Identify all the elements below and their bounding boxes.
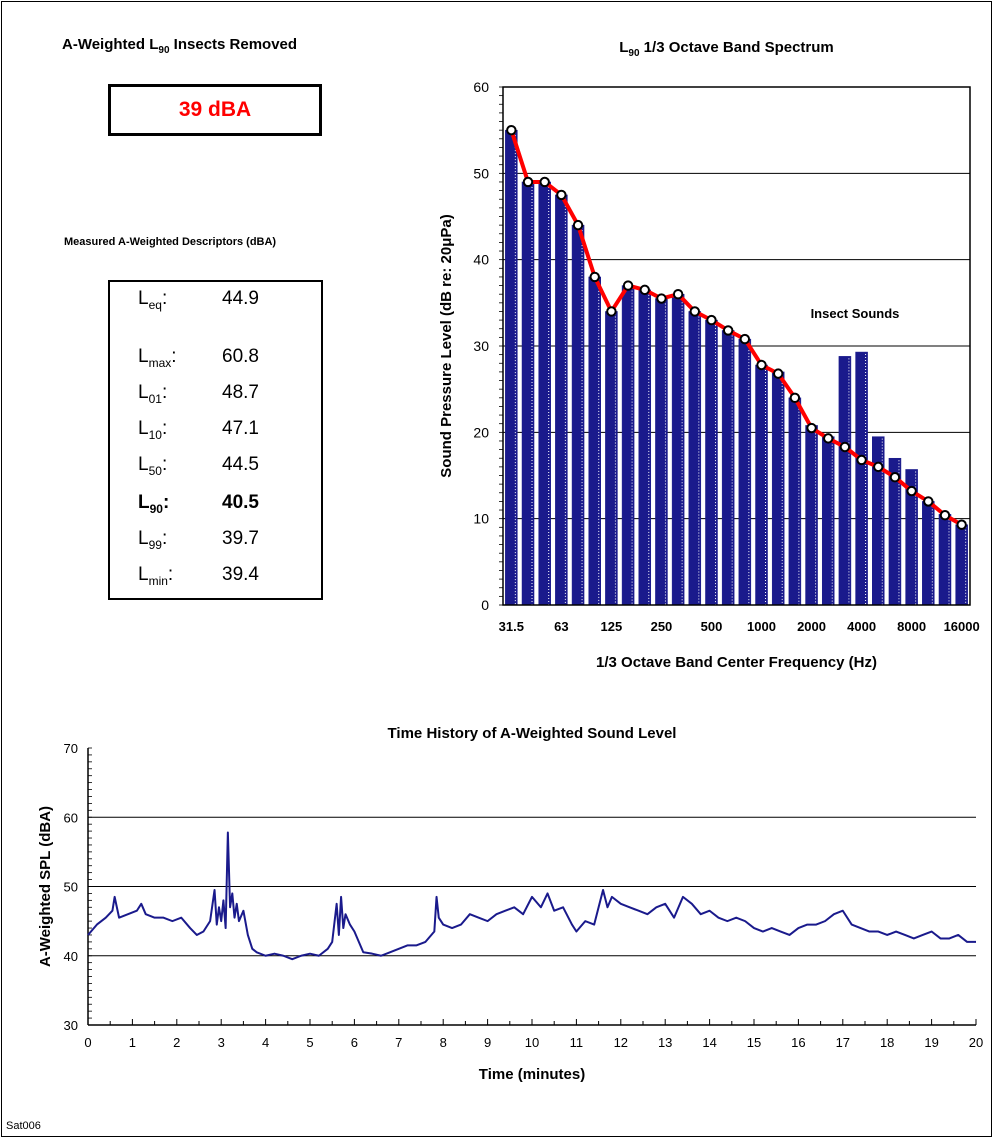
spectrum-marker — [772, 368, 784, 379]
spectrum-marker — [756, 359, 767, 371]
descriptor-label: Leq: — [138, 288, 168, 312]
descriptor-value: 39.4 — [222, 564, 259, 585]
spectrum-y-tick-label: 50 — [473, 165, 489, 181]
spectrum-marker — [722, 325, 734, 336]
descriptor-value: 44.5 — [222, 454, 259, 475]
spectrum-marker — [589, 271, 600, 283]
descriptor-value: 47.1 — [222, 418, 259, 439]
spectrum-marker — [539, 176, 550, 188]
spectrum-marker — [556, 189, 567, 201]
spectrum-marker — [506, 124, 517, 136]
spectrum-x-tick-label: 31.5 — [499, 619, 524, 634]
spectrum-marker — [806, 422, 817, 434]
spectrum-x-axis-label: 1/3 Octave Band Center Frequency (Hz) — [596, 654, 877, 671]
descriptor-label: Lmax: — [138, 346, 177, 370]
spectrum-plot-frame — [502, 86, 971, 606]
spectrum-marker — [572, 219, 584, 231]
spectrum-y-axis-label: Sound Pressure Level (dB re: 20μPa) — [438, 214, 455, 477]
footnote-id: Sat006 — [6, 1120, 41, 1132]
spectrum-bar — [738, 338, 752, 606]
spectrum-x-tick-label: 125 — [601, 619, 623, 634]
descriptor-label: L50: — [138, 454, 168, 478]
spectrum-x-tick-label: 16000 — [944, 619, 980, 634]
spectrum-y-tick-label: 30 — [473, 338, 489, 354]
spectrum-marker — [839, 441, 851, 453]
spectrum-x-tick-label: 500 — [701, 619, 723, 634]
descriptor-value: 40.5 — [222, 492, 259, 513]
spectrum-bar — [922, 501, 935, 606]
descriptor-label: L99: — [138, 528, 168, 552]
l90-summary-title: A-Weighted L90 Insects Removed — [62, 36, 298, 56]
spectrum-marker — [672, 289, 684, 300]
l90-value-box: 39 dBA — [108, 84, 322, 136]
descriptor-label: L90: — [138, 492, 170, 516]
spectrum-bar — [838, 356, 852, 606]
spectrum-marker — [856, 454, 867, 466]
spectrum-x-tick-label: 4000 — [847, 619, 876, 634]
spectrum-marker — [923, 496, 934, 507]
spectrum-line — [509, 129, 963, 527]
spectrum-marker — [823, 433, 834, 444]
spectrum-marker — [706, 314, 717, 326]
descriptor-label: L10: — [138, 418, 168, 442]
spectrum-marker — [522, 176, 534, 188]
spectrum-marker — [873, 461, 884, 473]
descriptors-title: Measured A-Weighted Descriptors (dBA) — [64, 236, 277, 248]
spectrum-marker — [939, 510, 951, 521]
spectrum-marker — [689, 306, 701, 317]
spectrum-y-tick-label: 40 — [473, 252, 489, 268]
spectrum-chart: L90 1/3 Octave Band Spectrum 0 10 20 30 40 50 6… — [438, 39, 980, 671]
spectrum-x-tick-label: 8000 — [897, 619, 926, 634]
spectrum-annotation: Insect Sounds — [811, 306, 900, 321]
spectrum-marker — [906, 485, 917, 497]
spectrum-marker — [956, 519, 967, 530]
descriptor-label: L01: — [138, 382, 168, 406]
descriptor-value: 60.8 — [222, 346, 259, 367]
spectrum-x-tick-label: 1000 — [747, 619, 776, 634]
spectrum-x-tick-label: 250 — [651, 619, 673, 634]
spectrum-marker — [889, 472, 901, 483]
spectrum-marker — [789, 392, 801, 403]
spectrum-marker — [739, 333, 751, 345]
spectrum-marker — [622, 280, 634, 291]
spectrum-marker — [606, 306, 617, 317]
spectrum-bar — [755, 364, 768, 606]
descriptors-table: Leq: 44.9 Lmax: 60.8 L01: 48.7 L10: 47.1 L50: 44.… — [108, 280, 323, 600]
spectrum-marker — [639, 284, 650, 296]
descriptor-value: 48.7 — [222, 382, 259, 403]
spectrum-bar — [555, 194, 568, 606]
l90-value: 39 dBA — [178, 98, 252, 121]
spectrum-y-tick-label: 60 — [473, 79, 489, 95]
descriptor-label: Lmin: — [138, 564, 174, 588]
spectrum-y-tick-label: 20 — [473, 424, 489, 440]
spectrum-y-tick-label: 0 — [481, 597, 489, 613]
spectrum-y-tick-label: 10 — [473, 511, 489, 527]
descriptor-value: 44.9 — [222, 288, 259, 309]
spectrum-x-tick-label: 63 — [554, 619, 568, 634]
spectrum-x-tick-label: 2000 — [797, 619, 826, 634]
spectrum-marker — [656, 293, 667, 304]
spectrum-title: L90 1/3 Octave Band Spectrum — [619, 39, 834, 59]
descriptor-value: 39.7 — [222, 528, 259, 549]
